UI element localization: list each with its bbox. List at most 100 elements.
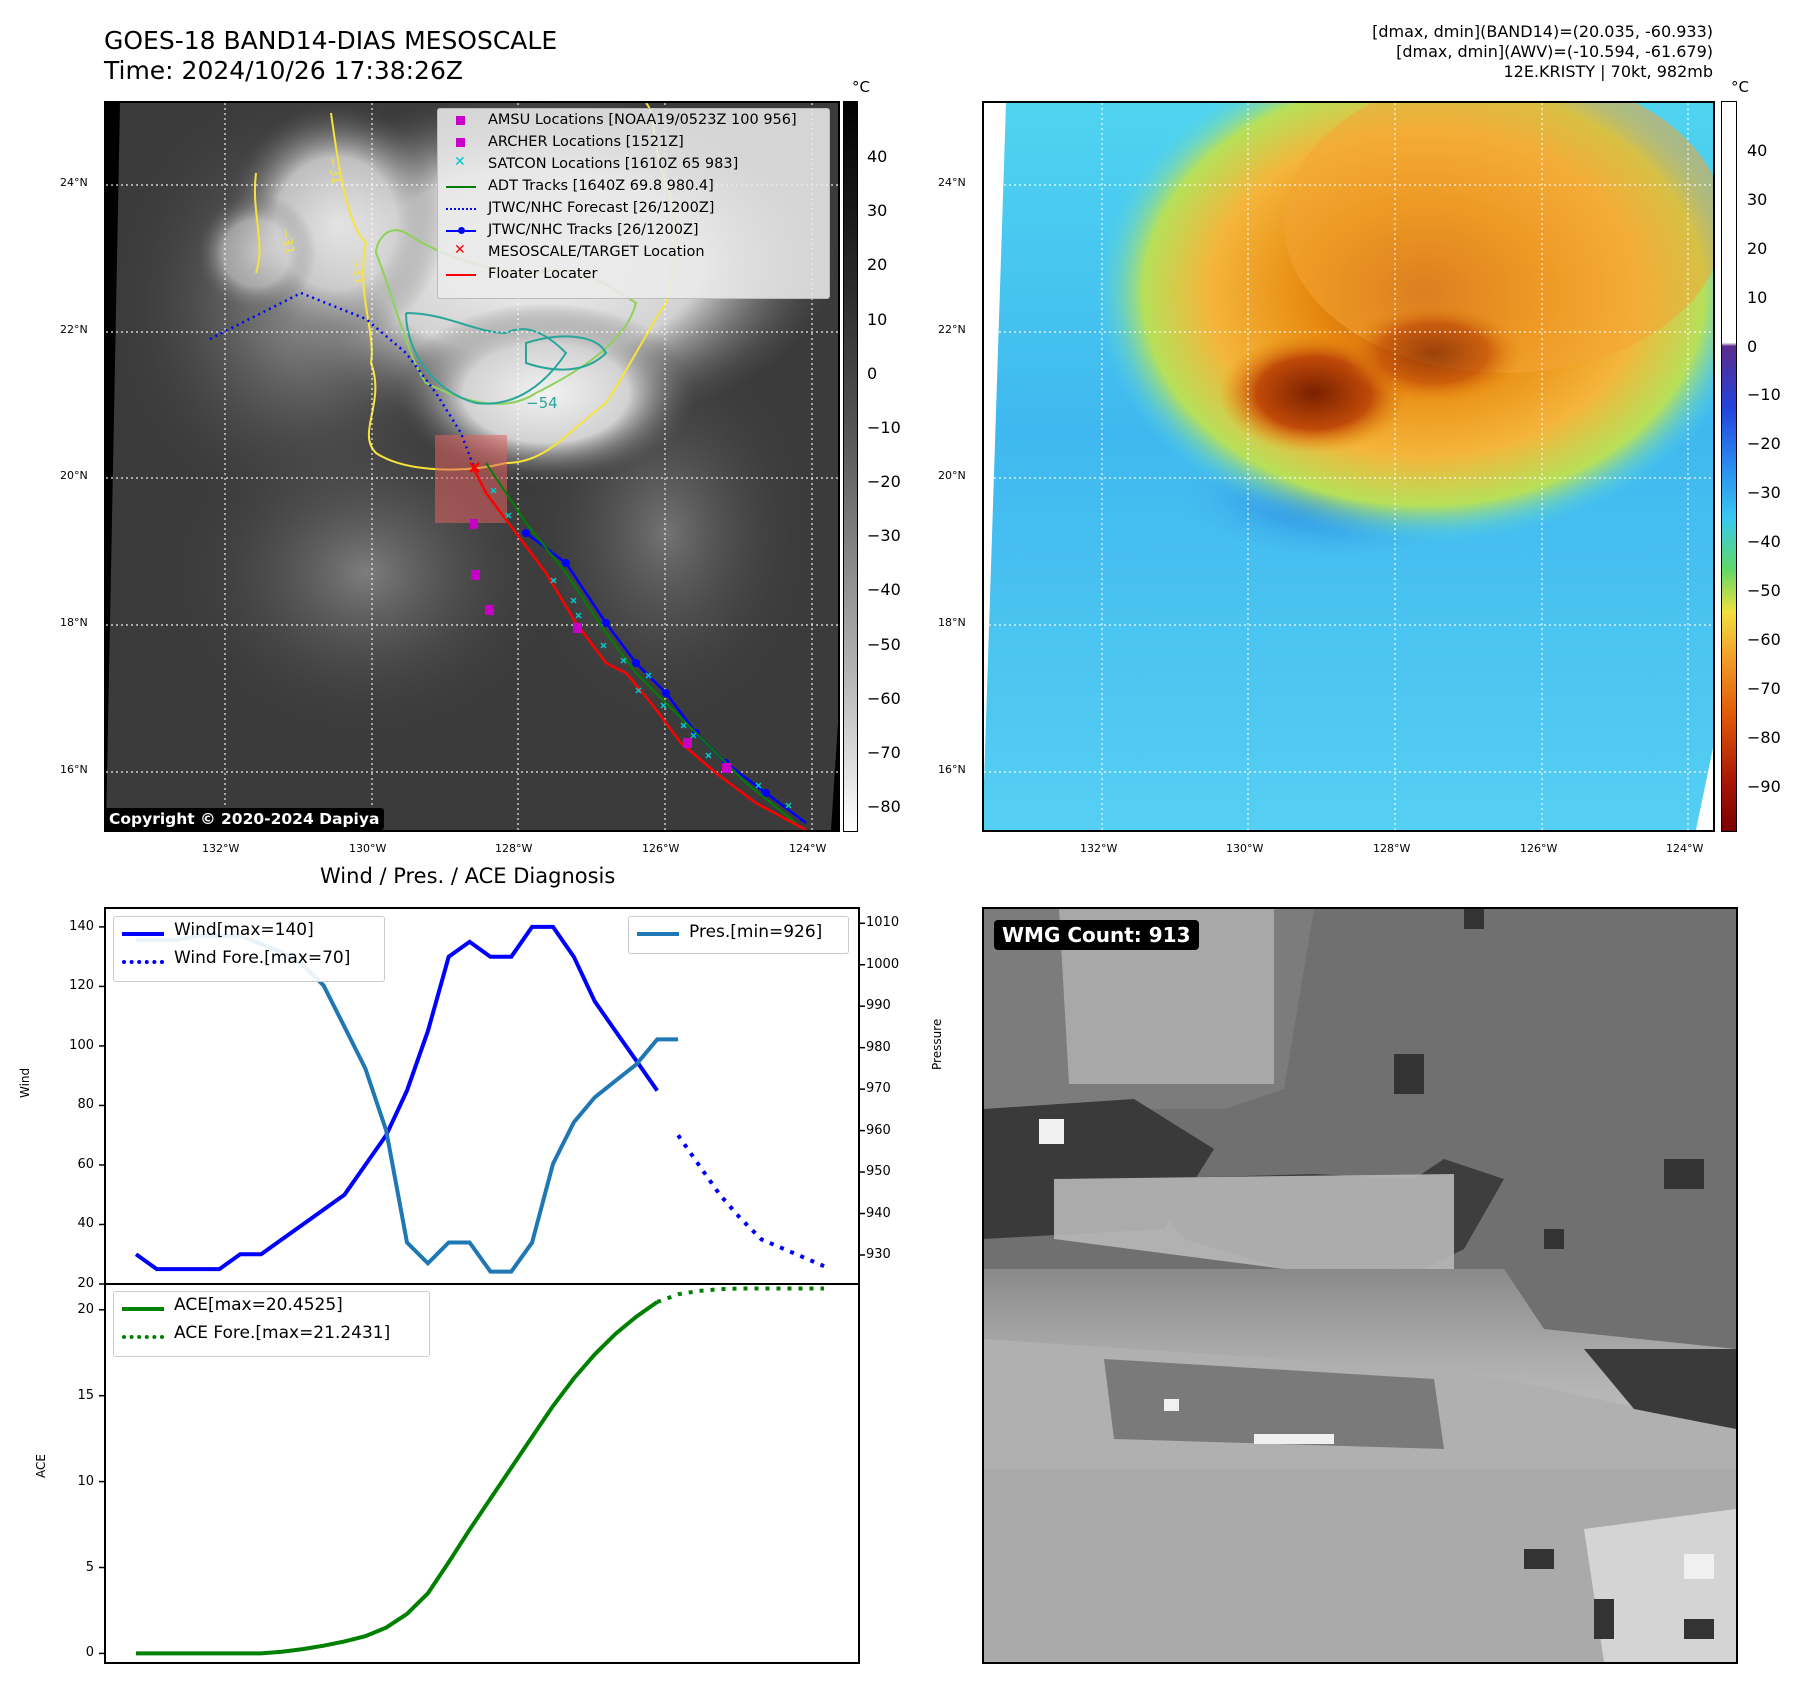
contour-label: −31 [277, 226, 297, 256]
legend-label: ARCHER Locations [1521Z] [488, 134, 684, 150]
legend-label: JTWC/NHC Forecast [26/1200Z] [488, 200, 715, 216]
lat-label: 16°N [938, 763, 966, 776]
ir-cbar-tick: 0 [867, 364, 878, 383]
timeseries-svg [99, 907, 865, 1664]
legend-ace: ACE[max=20.4525] [174, 1295, 343, 1315]
wind-ytick: 80 [77, 1097, 94, 1113]
pressure-ytick: 1010 [866, 915, 900, 931]
wind-legend: Wind[max=140] Wind Fore.[max=70] [113, 916, 385, 982]
lat-label: 18°N [60, 616, 88, 629]
legend-entry: ADT Tracks [1640Z 69.8 980.4] [438, 178, 829, 198]
legend-label: SATCON Locations [1610Z 65 983] [488, 156, 739, 172]
wv-cbar-tick: −50 [1747, 581, 1781, 600]
pressure-legend: Pres.[min=926] [628, 916, 849, 954]
title-line-2: Time: 2024/10/26 17:38:26Z [104, 56, 463, 85]
wind-ytick: 20 [77, 1276, 94, 1291]
pressure-ytick: 1000 [866, 956, 900, 972]
lat-label: 16°N [60, 763, 88, 776]
wv-map-svg [984, 103, 1713, 830]
legend-label: ADT Tracks [1640Z 69.8 980.4] [488, 178, 714, 194]
wv-cbar-tick: −70 [1747, 679, 1781, 698]
lon-label: 130°W [349, 842, 387, 855]
ace-ytick: 15 [77, 1387, 94, 1403]
pressure-ytick: 960 [866, 1122, 891, 1138]
wmg-dark-region [1584, 1349, 1736, 1429]
ir-cbar-tick: −30 [867, 526, 901, 545]
adt-track [485, 462, 797, 824]
lon-label: 124°W [1666, 842, 1704, 855]
no-data-right [831, 723, 838, 830]
legend-entry: ✕ SATCON Locations [1610Z 65 983] [438, 154, 829, 176]
ir-cbar-tick: −20 [867, 472, 901, 491]
pressure-ytick: 970 [866, 1081, 891, 1097]
ir-map-panel: −31 −31 −31 −54 [104, 101, 840, 832]
wv-colorbar-unit: °C [1731, 78, 1749, 96]
ir-cbar-tick: −50 [867, 635, 901, 654]
ace-ytick: 5 [85, 1559, 94, 1575]
wmg-region [1059, 909, 1274, 1084]
figure-stats: [dmax, dmin](BAND14)=(20.035, -60.933) [… [1372, 22, 1713, 82]
graticule [984, 103, 1713, 830]
line-icon [122, 1307, 164, 1311]
jtwc-track-points [522, 529, 770, 797]
ace-ytick: 0 [85, 1645, 94, 1661]
pressure-ytick: 940 [866, 1205, 891, 1221]
wv-cbar-tick: 30 [1747, 190, 1768, 209]
stats-line-2: [dmax, dmin](AWV)=(-10.594, -61.679) [1396, 42, 1713, 61]
wind-ytick: 140 [69, 918, 94, 934]
lat-label: 22°N [60, 323, 88, 336]
wv-map-panel [982, 101, 1715, 832]
copyright-badge: Copyright © 2020-2024 Dapiya [104, 808, 385, 830]
lat-label: 20°N [938, 469, 966, 482]
ir-cbar-tick: 10 [867, 310, 888, 329]
lon-label: 126°W [1520, 842, 1558, 855]
legend-label: AMSU Locations [NOAA19/0523Z 100 956] [488, 112, 797, 128]
lon-label: 132°W [1080, 842, 1118, 855]
lat-label: 24°N [60, 176, 88, 189]
wind-ytick: 40 [77, 1216, 94, 1232]
dotted-line-icon [122, 960, 164, 964]
ace-axis-label: ACE [34, 1454, 48, 1478]
wmg-bright-region [1584, 1509, 1736, 1662]
wind-axis-label: Wind [18, 1067, 32, 1098]
legend-wind-forecast: Wind Fore.[max=70] [174, 948, 351, 968]
lat-label: 20°N [60, 469, 88, 482]
wv-cbar-tick: 0 [1747, 337, 1758, 356]
legend-label: Floater Locater [488, 266, 598, 282]
pressure-ytick: 990 [866, 998, 891, 1014]
legend-entry: ARCHER Locations [1521Z] [438, 134, 829, 154]
dotted-line-icon [446, 208, 476, 210]
wv-cbar-tick: 10 [1747, 288, 1768, 307]
legend-ace-forecast: ACE Fore.[max=21.2431] [174, 1323, 391, 1343]
map-legend: AMSU Locations [NOAA19/0523Z 100 956] AR… [437, 108, 830, 299]
ir-colorbar [843, 101, 858, 832]
wv-cbar-tick: −30 [1747, 483, 1781, 502]
stats-line-3: 12E.KRISTY | 70kt, 982mb [1503, 62, 1714, 81]
pressure-ytick: 980 [866, 1039, 891, 1055]
wv-cbar-tick: 20 [1747, 239, 1768, 258]
ir-cbar-tick: −10 [867, 418, 901, 437]
wv-cbar-tick: −80 [1747, 728, 1781, 747]
contour-label: −31 [324, 156, 344, 186]
legend-entry: Floater Locater [438, 266, 829, 286]
ace-series-line [136, 1300, 659, 1656]
floater-box [435, 435, 507, 523]
lon-label: 130°W [1226, 842, 1264, 855]
x-marker-icon: ✕ [454, 242, 466, 258]
wv-cbar-tick: −20 [1747, 434, 1781, 453]
contour-40 [375, 229, 638, 405]
wind-series-line [134, 924, 659, 1272]
legend-entry: JTWC/NHC Tracks [26/1200Z] [438, 222, 829, 242]
contour-label: −54 [526, 394, 558, 412]
wmg-bright-pixels [1039, 1119, 1714, 1579]
wmg-dark-pixels [1394, 909, 1714, 1639]
legend-label: JTWC/NHC Tracks [26/1200Z] [488, 222, 699, 238]
legend-entry: JTWC/NHC Forecast [26/1200Z] [438, 200, 829, 220]
wmg-svg [984, 909, 1736, 1662]
wv-cbar-tick: −60 [1747, 630, 1781, 649]
square-icon [456, 116, 465, 125]
ir-cbar-tick: −80 [867, 797, 901, 816]
timeseries-title: Wind / Pres. / ACE Diagnosis [320, 864, 616, 888]
wmg-count-badge: WMG Count: 913 [994, 920, 1199, 950]
pressure-ytick: 950 [866, 1164, 891, 1180]
